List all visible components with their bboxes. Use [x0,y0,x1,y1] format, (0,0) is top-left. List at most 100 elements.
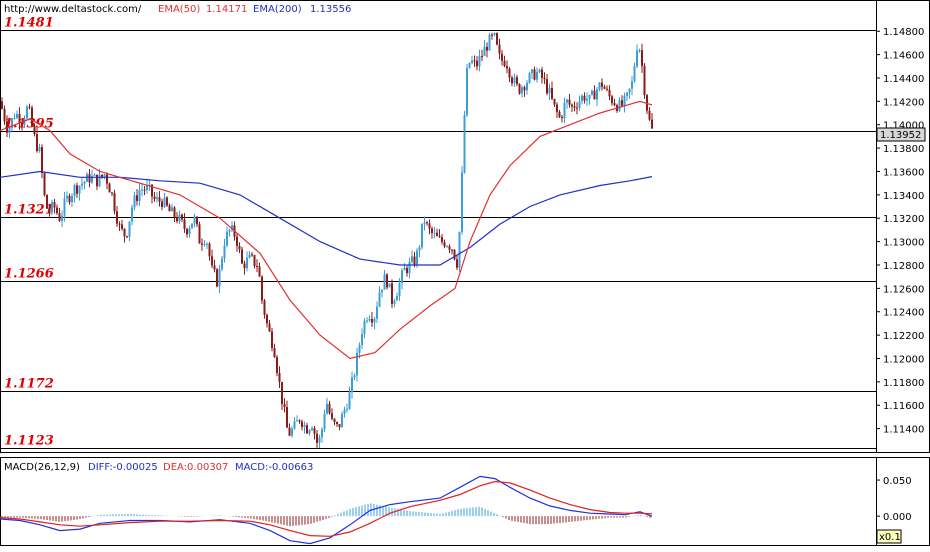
candle [286,400,288,428]
candle-body [631,81,633,89]
candle [266,313,268,328]
candle-body [481,55,483,57]
candle [623,92,626,113]
candle [331,408,333,421]
candle-body [98,174,101,187]
candle [618,97,621,113]
candle-body [223,245,226,259]
candle-body [286,407,288,428]
candle [606,85,608,92]
candle-body [643,66,646,96]
candle-body [478,55,481,67]
candle [426,220,428,226]
candle [276,355,278,377]
candle [428,219,431,235]
candle [601,78,603,91]
candle [381,289,383,298]
candle-body [603,86,606,89]
candle [431,226,433,239]
candle-body [43,172,46,195]
candle-body [141,189,143,191]
candle [361,328,363,350]
candle [268,319,271,333]
candle-body [333,418,336,423]
candle [76,182,78,198]
candle [3,105,6,125]
candle-body [111,192,113,194]
candle [461,165,463,235]
candle [36,127,38,153]
candle-body [408,261,411,274]
price-tick-label: 1.11600 [883,401,924,412]
candle [498,38,501,60]
candle [503,55,506,68]
candle [241,246,243,265]
candle-body [538,69,541,72]
candle [131,204,133,226]
candle [333,418,336,426]
candle [186,227,188,238]
candle-body [638,50,641,52]
candle [126,235,128,239]
candle-body [596,89,598,100]
candle [318,434,321,449]
candle-body [343,409,346,414]
candle-body [418,247,421,251]
candle-body [313,428,316,434]
candle-body [458,231,461,268]
candle [101,174,103,179]
candle [366,317,368,324]
candle [348,386,351,410]
candle-body [173,207,176,218]
candle-body [191,223,193,229]
candle-body [421,223,423,248]
candle [128,221,131,241]
candle [316,430,318,450]
candle-body [443,242,446,247]
candle-body [476,60,478,67]
candle [443,239,446,249]
candle-body [156,197,158,200]
candle-body [26,106,28,119]
candle [556,102,558,118]
candle-body [336,422,338,425]
price-axis-ticks: 1.14800 1.14600 1.14400 1.14200 1.14000 1.138… [876,27,924,436]
candle-body [296,420,298,422]
candle [311,425,313,431]
candle-body [341,413,343,428]
candle-body [496,33,498,45]
candle [28,103,31,110]
price-tick-label: 1.13800 [883,144,924,155]
candle-body [186,228,188,235]
candle [546,74,548,96]
candle-body [493,33,496,36]
candle-body [216,269,218,287]
candle [78,185,81,201]
candle-body [276,357,278,374]
candle [193,213,196,228]
candle [528,71,531,84]
candle-body [368,318,371,321]
candle [71,193,73,208]
candle [488,32,491,51]
candle [188,225,191,238]
candle-body [193,216,196,224]
candle-body [376,306,378,319]
candle-body [13,118,16,120]
candle [378,286,381,308]
candle-body [236,236,238,246]
candle [321,427,323,443]
candle [158,190,161,207]
candle [553,98,556,108]
candle [551,81,553,101]
candle-body [641,50,643,67]
candle-body [356,352,358,376]
candle-body [308,430,311,434]
macd-value: MACD:-0.00663 [235,462,313,473]
candle [448,244,451,254]
candle [576,102,578,115]
candle-body [316,433,318,443]
candle [236,233,238,252]
candle-body [228,229,231,232]
